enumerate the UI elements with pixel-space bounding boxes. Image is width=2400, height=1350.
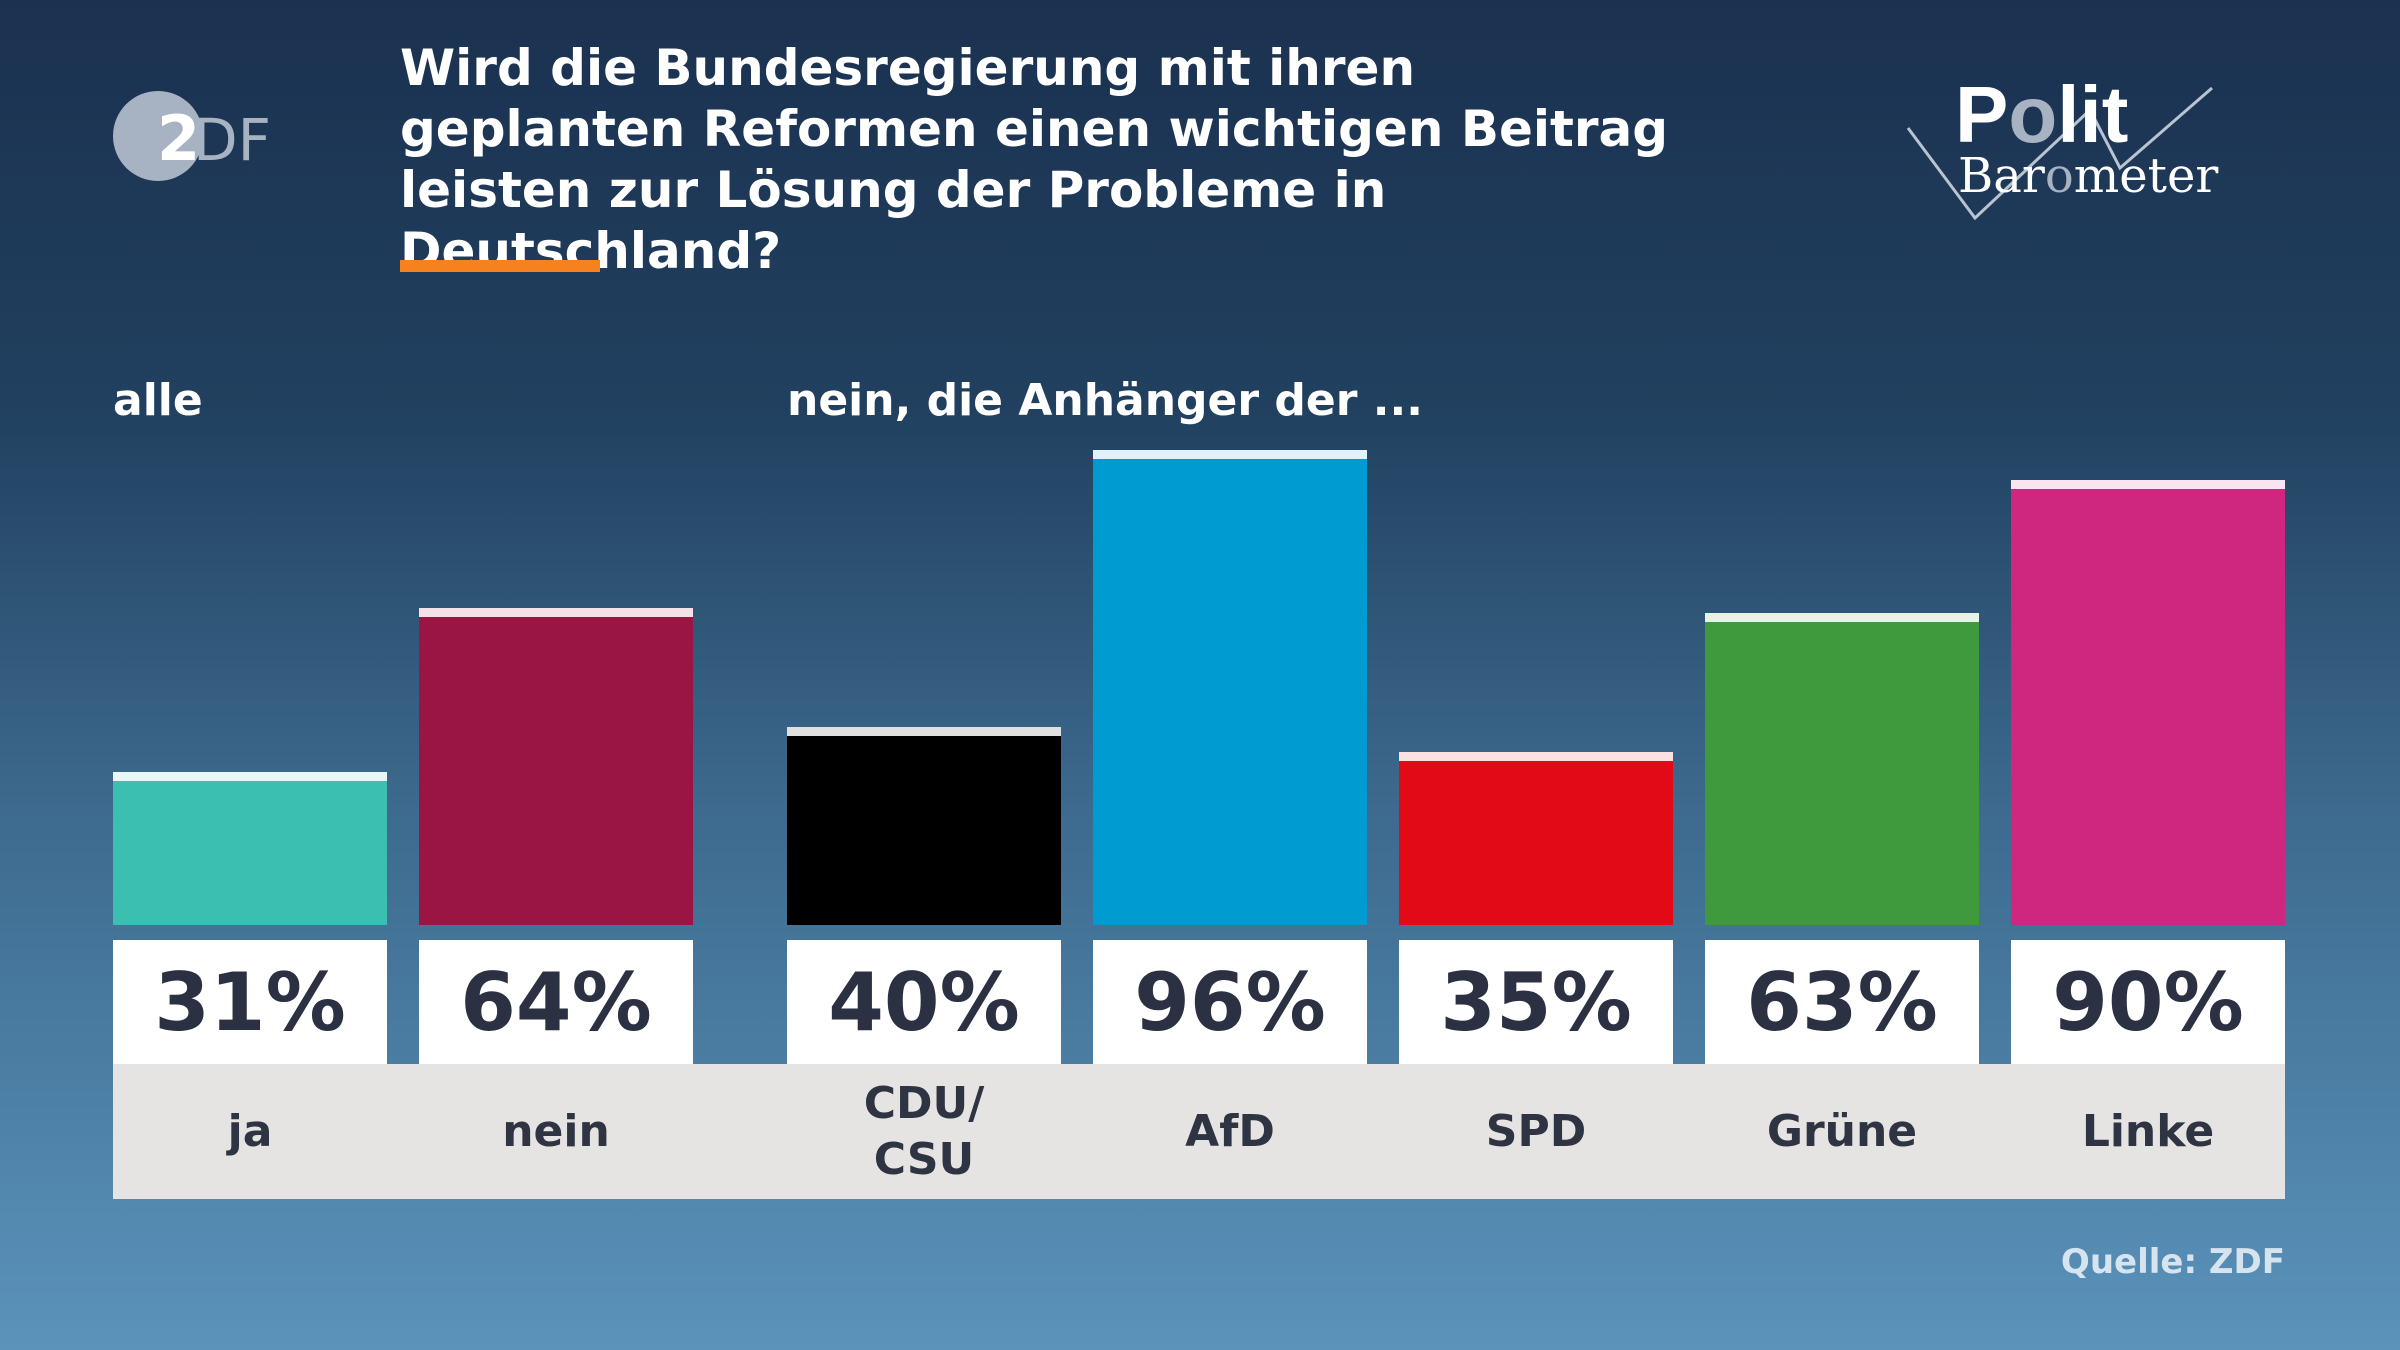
bar-cap (419, 608, 693, 618)
bar-0 (113, 771, 387, 925)
svg-text:DF: DF (193, 106, 271, 174)
value-label: 31% (113, 940, 387, 1064)
chart-title: Wird die Bundesregierung mit ihren gepla… (400, 39, 1669, 280)
category-label: ja (227, 1105, 273, 1157)
category-label: Grüne (1766, 1105, 1918, 1157)
category-label: SPD (1485, 1105, 1587, 1157)
svg-text:2: 2 (157, 102, 200, 175)
bar-cap (113, 771, 387, 781)
bar-5 (1705, 613, 1979, 925)
bar-3 (1093, 449, 1367, 925)
svg-text:Polit: Polit (1955, 70, 2128, 159)
category-label: CDU/ CSU (863, 1077, 985, 1185)
value-label: 63% (1705, 940, 1979, 1064)
title-accent-bar (400, 260, 600, 272)
category-label-strip (113, 1064, 2285, 1199)
value-label: 96% (1093, 940, 1367, 1064)
category-label: nein (502, 1105, 610, 1157)
value-label: 64% (419, 940, 693, 1064)
group-label-supporters: nein, die Anhänger der ... (787, 375, 1423, 426)
category-label: AfD (1185, 1105, 1275, 1157)
value-label: 35% (1399, 940, 1673, 1064)
bar-cap (787, 727, 1061, 736)
politbarometer-logo: Polit Barometer (1900, 70, 2220, 230)
source-note: Quelle: ZDF (2060, 1242, 2285, 1282)
bar-6 (2011, 479, 2285, 925)
value-label: 90% (2011, 940, 2285, 1064)
bar-2 (787, 727, 1061, 925)
bar-1 (419, 608, 693, 925)
bar-cap (2011, 479, 2285, 489)
svg-text:Barometer: Barometer (1958, 148, 2218, 204)
category-label: Linke (2081, 1105, 2215, 1157)
bar-4 (1399, 751, 1673, 925)
bar-cap (1093, 449, 1367, 459)
group-label-all: alle (113, 375, 203, 426)
bar-cap (1705, 613, 1979, 623)
value-label: 40% (787, 940, 1061, 1064)
bar-cap (1399, 751, 1673, 761)
zdf-logo: 2 DF (113, 90, 273, 182)
